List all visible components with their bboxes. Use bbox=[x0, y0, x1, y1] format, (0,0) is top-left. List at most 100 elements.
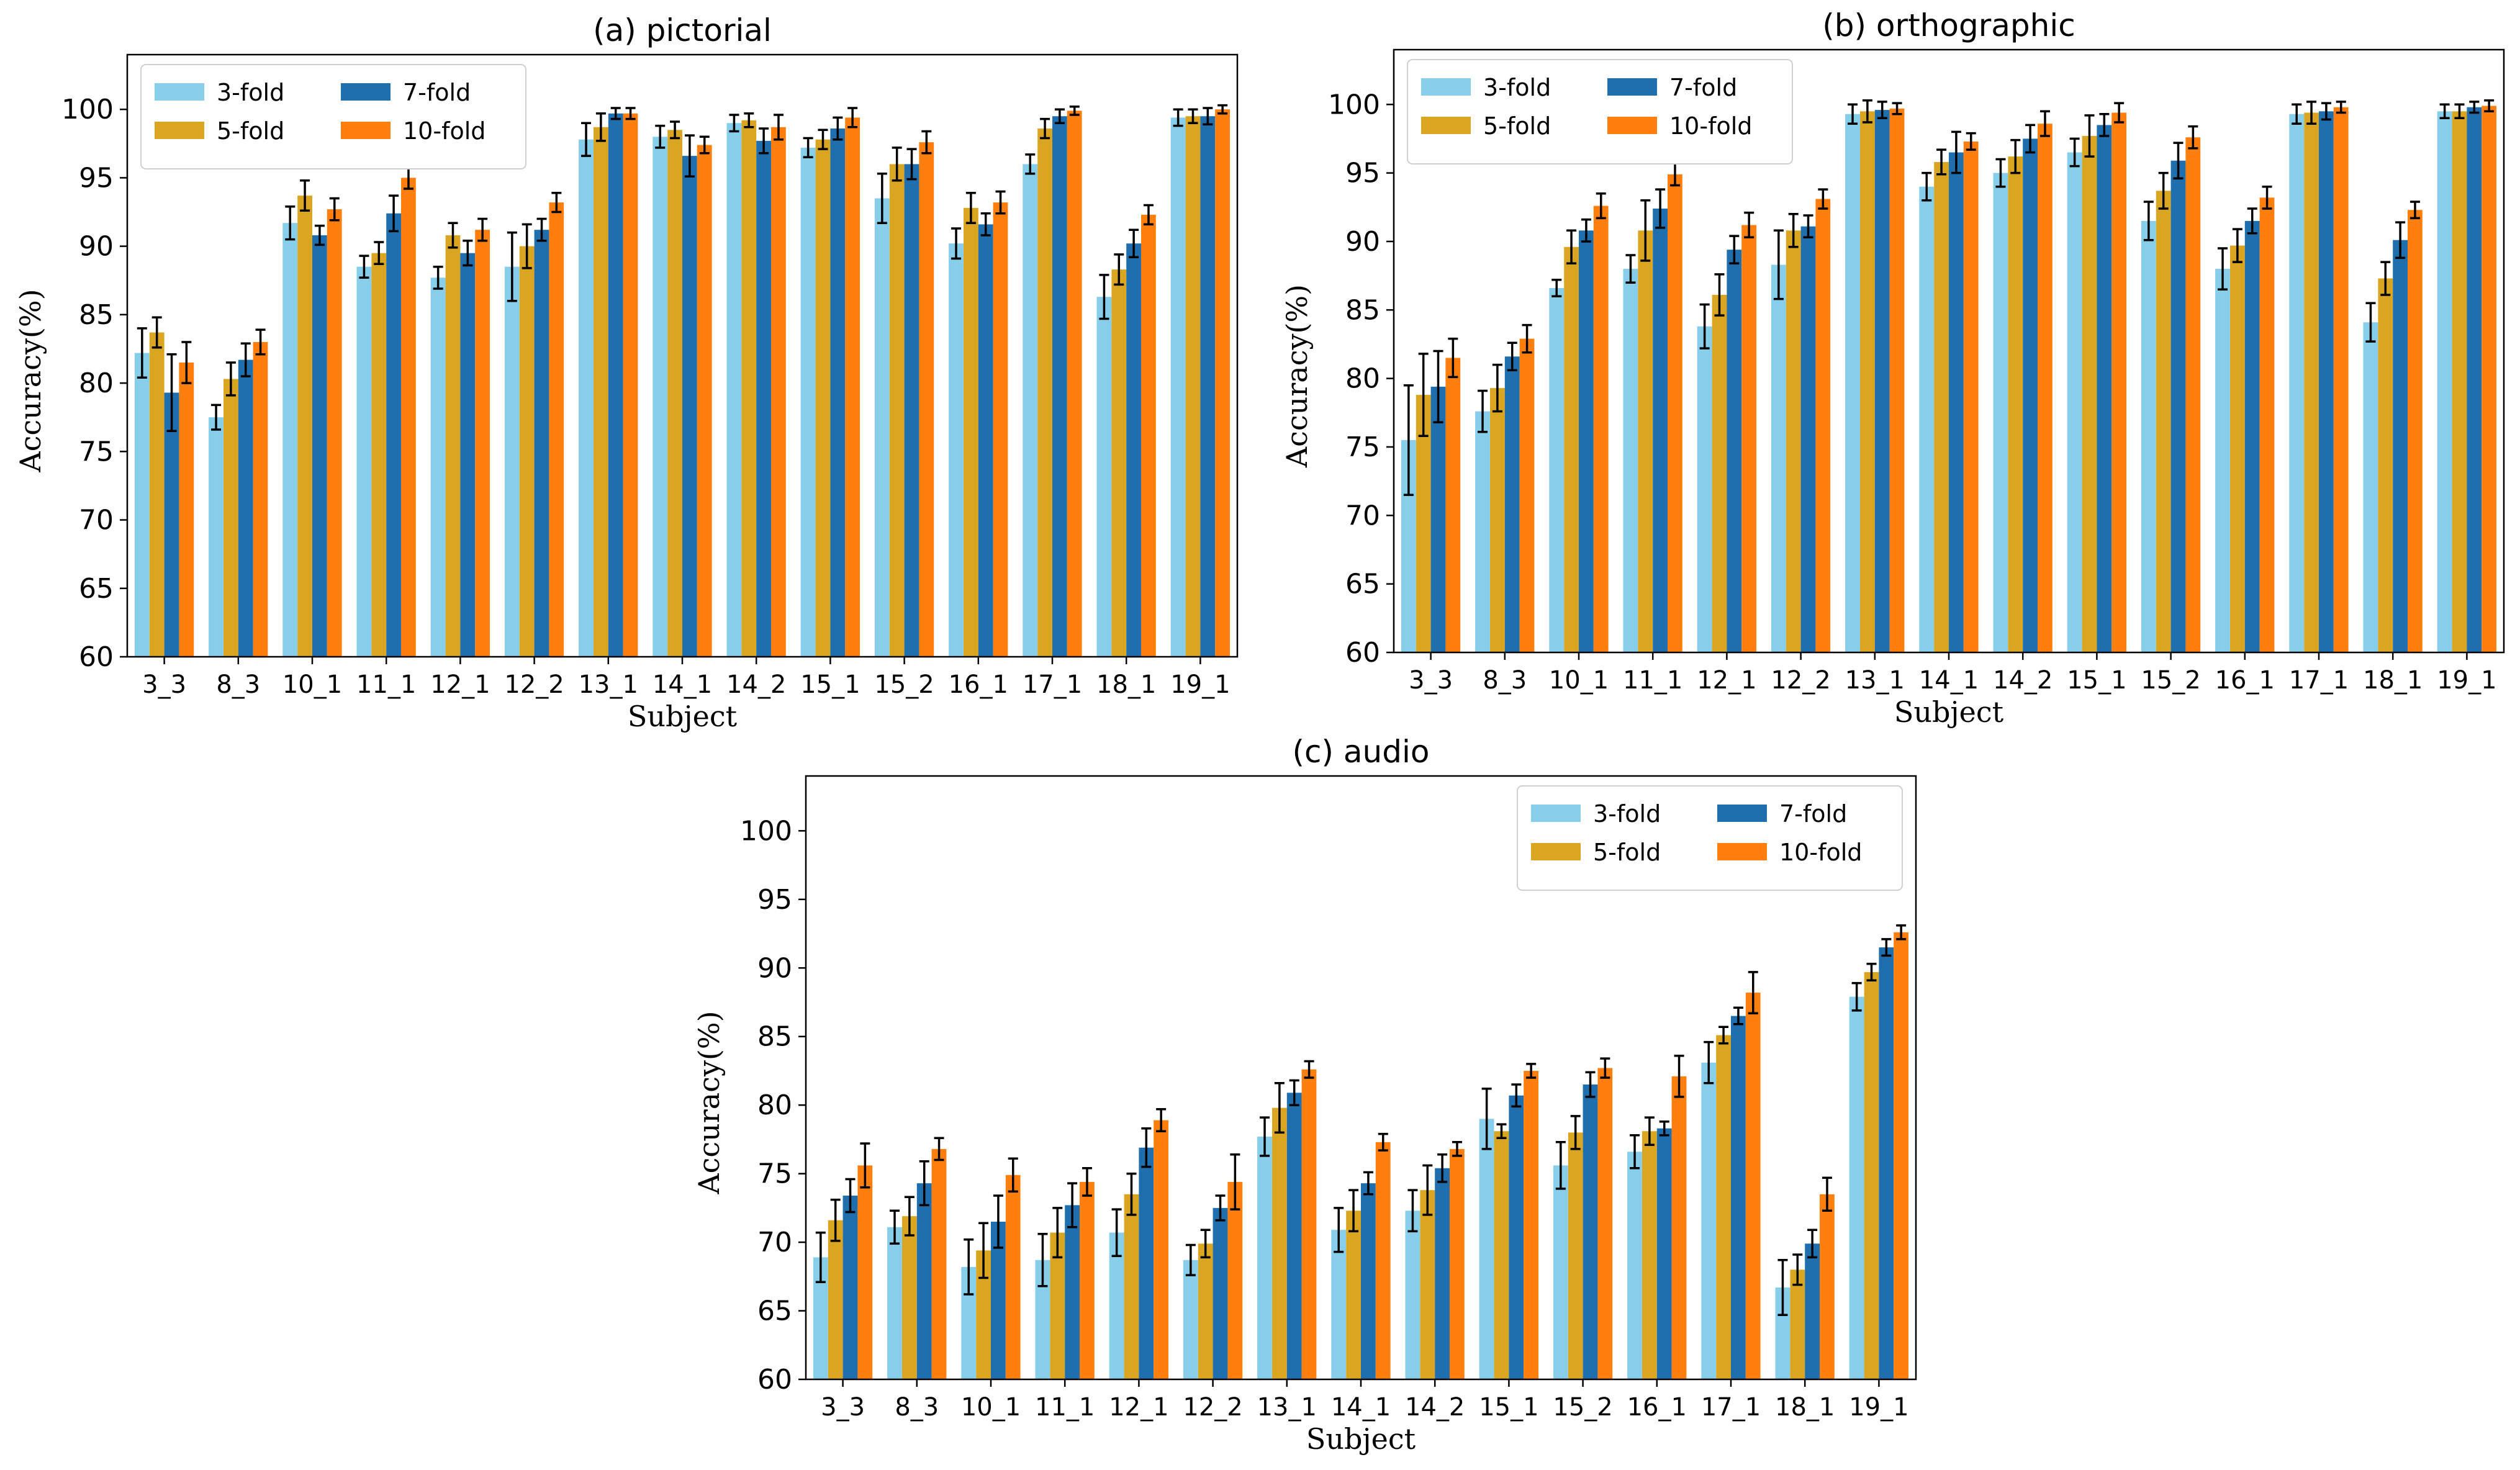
bar bbox=[2097, 125, 2112, 652]
bar bbox=[134, 353, 150, 657]
bar bbox=[1879, 947, 1894, 1379]
error-bar bbox=[625, 107, 636, 120]
y-tick-label: 60 bbox=[757, 1364, 792, 1396]
error-bar bbox=[906, 148, 917, 181]
bar bbox=[1524, 1071, 1538, 1379]
bar bbox=[1919, 186, 1935, 652]
x-tick-label: 11_1 bbox=[1035, 1393, 1095, 1422]
bar bbox=[919, 142, 934, 657]
bar bbox=[253, 342, 268, 657]
error-bar bbox=[1792, 1253, 1803, 1286]
error-bar bbox=[1215, 1194, 1226, 1222]
bar bbox=[2363, 322, 2378, 652]
bar bbox=[2244, 220, 2260, 652]
bar bbox=[1820, 1194, 1835, 1379]
error-bar bbox=[240, 342, 251, 377]
bar bbox=[2023, 138, 2038, 652]
error-bar bbox=[1185, 1243, 1196, 1276]
bar bbox=[2259, 197, 2275, 652]
bar bbox=[993, 202, 1008, 657]
error-bar bbox=[2439, 103, 2450, 120]
error-bar bbox=[551, 191, 562, 214]
x-tick-label: 14_1 bbox=[653, 670, 712, 699]
y-tick-label: 90 bbox=[1345, 226, 1380, 258]
error-bar bbox=[1069, 106, 1080, 116]
x-tick-label: 17_1 bbox=[1023, 670, 1082, 699]
error-bar bbox=[2247, 207, 2257, 235]
bar bbox=[889, 164, 905, 657]
error-bar bbox=[833, 116, 843, 141]
bar bbox=[2289, 114, 2305, 652]
y-tick-label: 60 bbox=[79, 641, 114, 673]
error-bar bbox=[2365, 302, 2376, 343]
error-bar bbox=[1570, 1115, 1581, 1150]
y-tick-label: 80 bbox=[79, 367, 114, 399]
y-tick-label: 95 bbox=[757, 884, 792, 916]
error-bar bbox=[1082, 1167, 1092, 1197]
error-bar bbox=[1403, 384, 1414, 496]
legend: 3-fold 5-fold 7-fold 10-fold bbox=[1517, 785, 1903, 891]
error-bar bbox=[699, 135, 710, 155]
bar bbox=[964, 207, 978, 657]
bar bbox=[623, 113, 638, 657]
bar bbox=[904, 164, 919, 657]
error-bar bbox=[978, 1222, 989, 1279]
error-bar bbox=[2454, 103, 2465, 120]
error-bar bbox=[1418, 353, 1429, 438]
bar bbox=[1420, 1190, 1435, 1379]
legend-item: 3-fold bbox=[1421, 74, 1551, 101]
error-bar bbox=[803, 137, 813, 159]
y-tick-label: 85 bbox=[79, 299, 114, 331]
bar bbox=[608, 113, 623, 657]
plot-body: 60 65 70 75 80 85 90 95 100 3_3 8_3 10_1 11_1 12_1 12_… bbox=[740, 775, 1917, 1422]
y-tick-label: 85 bbox=[1345, 294, 1380, 326]
error-bar bbox=[1203, 107, 1213, 126]
error-bar bbox=[1054, 108, 1065, 124]
bar bbox=[1301, 1069, 1317, 1379]
legend-swatch bbox=[341, 122, 391, 139]
error-bar bbox=[1551, 278, 1562, 297]
y-tick-label: 85 bbox=[757, 1021, 792, 1053]
error-bar bbox=[1822, 1176, 1832, 1212]
bar bbox=[1894, 932, 1908, 1379]
legend-item: 10-fold bbox=[341, 117, 485, 145]
x-tick-label: 8_3 bbox=[1483, 666, 1527, 695]
error-bar bbox=[2484, 99, 2495, 113]
error-bar bbox=[904, 1196, 915, 1237]
plot-body: 60 65 70 75 80 85 90 95 100 3_3 8_3 10_1 11_1 12_1 12_… bbox=[1328, 48, 2505, 695]
error-bar bbox=[507, 231, 517, 302]
y-tick-label: 80 bbox=[757, 1089, 792, 1121]
bar bbox=[931, 1148, 947, 1379]
bar bbox=[1052, 116, 1067, 657]
legend-swatch bbox=[1531, 843, 1581, 860]
bar bbox=[356, 266, 372, 657]
bar bbox=[164, 392, 179, 657]
bar bbox=[828, 1220, 843, 1379]
legend-label: 7-fold bbox=[403, 79, 471, 106]
legend-label: 3-fold bbox=[1593, 800, 1661, 827]
bar bbox=[1450, 1148, 1465, 1379]
x-tick-label: 12_2 bbox=[1183, 1393, 1242, 1422]
bar bbox=[2038, 124, 2053, 652]
bar bbox=[1653, 209, 1668, 652]
y-tick-label: 65 bbox=[757, 1296, 792, 1327]
legend-label: 10-fold bbox=[1669, 112, 1752, 140]
y-tick-label: 100 bbox=[61, 94, 114, 125]
error-bar bbox=[1099, 274, 1109, 320]
x-tick-label: 17_1 bbox=[2289, 666, 2349, 695]
x-axis-label: Subject bbox=[628, 700, 738, 733]
bar bbox=[1096, 297, 1112, 657]
x-tick-label: 13_1 bbox=[1257, 1393, 1317, 1422]
legend-item: 10-fold bbox=[1717, 839, 1862, 866]
error-bar bbox=[2395, 221, 2406, 259]
error-bar bbox=[1951, 130, 1961, 174]
bar bbox=[1716, 1035, 1731, 1379]
x-tick-label: 15_1 bbox=[800, 670, 860, 699]
bar bbox=[1564, 246, 1579, 652]
error-bar bbox=[1348, 1189, 1359, 1233]
error-bar bbox=[1126, 1172, 1137, 1216]
error-bar bbox=[477, 217, 488, 242]
error-bar bbox=[1037, 1233, 1048, 1287]
bar bbox=[2437, 111, 2452, 653]
x-tick-label: 15_1 bbox=[2067, 666, 2126, 695]
